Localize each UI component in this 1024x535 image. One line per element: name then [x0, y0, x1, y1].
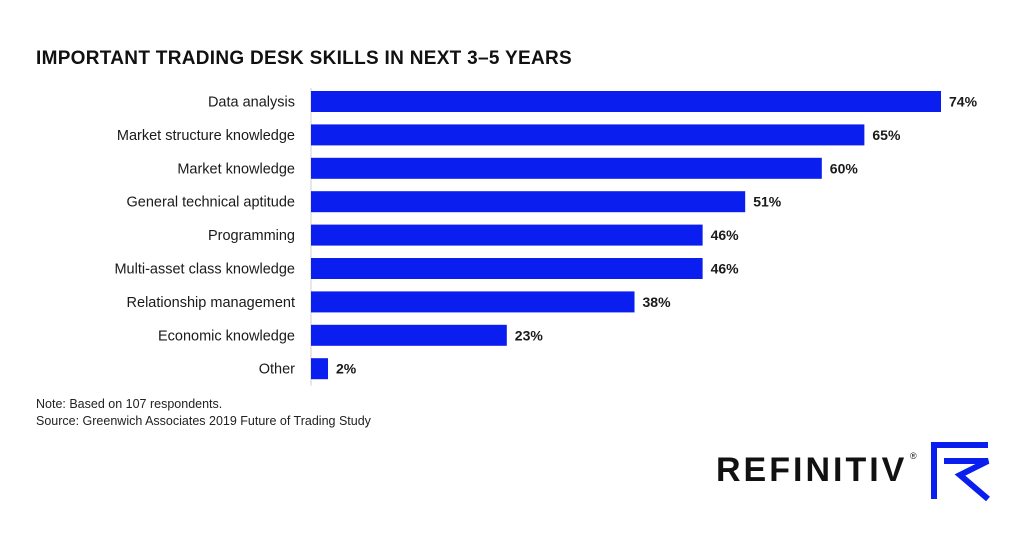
- category-label: Relationship management: [127, 295, 295, 311]
- category-label: Other: [259, 362, 295, 378]
- refinitiv-logo: REFINITIV ®: [716, 441, 996, 503]
- bar: [311, 324, 507, 346]
- registered-mark: ®: [910, 451, 917, 461]
- bar: [311, 124, 865, 146]
- data-label: 38%: [643, 294, 672, 310]
- category-label: Economic knowledge: [158, 328, 295, 344]
- category-label: Market structure knowledge: [117, 128, 295, 144]
- data-label: 46%: [711, 227, 740, 243]
- brand-name: REFINITIV: [716, 451, 908, 489]
- category-label: Data analysis: [208, 95, 295, 111]
- bar: [311, 291, 635, 313]
- data-label: 51%: [753, 194, 782, 210]
- bar: [311, 224, 703, 246]
- chart-notes: Note: Based on 107 respondents. Source: …: [36, 396, 371, 430]
- bar: [311, 191, 746, 213]
- bar-chart: Data analysis 74% Market structure knowled…: [114, 88, 978, 386]
- data-label: 23%: [515, 327, 544, 343]
- category-label: General technical aptitude: [127, 195, 295, 211]
- data-label: 74%: [949, 94, 978, 110]
- chart-title: IMPORTANT TRADING DESK SKILLS IN NEXT 3–…: [36, 48, 572, 69]
- category-label: Programming: [208, 228, 295, 244]
- data-label: 2%: [336, 361, 357, 377]
- category-label: Market knowledge: [177, 161, 295, 177]
- bar: [311, 157, 822, 179]
- bar: [311, 91, 941, 112]
- source-text: Source: Greenwich Associates 2019 Future…: [36, 414, 371, 428]
- category-label: Multi-asset class knowledge: [114, 262, 295, 278]
- bar: [311, 258, 703, 279]
- data-label: 60%: [830, 160, 859, 176]
- bar: [311, 358, 329, 380]
- data-label: 46%: [711, 261, 740, 277]
- refinitiv-r-mark-icon: [931, 442, 990, 502]
- note-text: Note: Based on 107 respondents.: [36, 397, 223, 411]
- data-label: 65%: [872, 127, 901, 143]
